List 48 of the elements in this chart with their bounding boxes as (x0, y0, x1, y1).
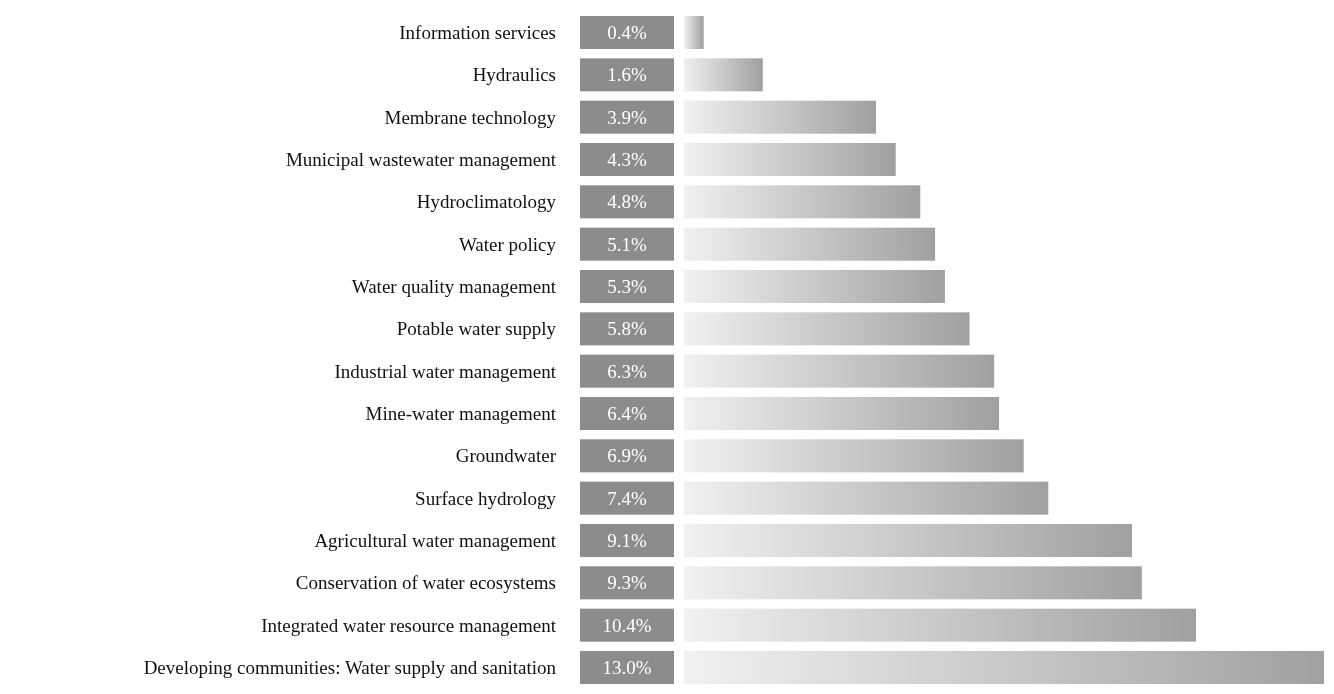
data-label: 5.8% (607, 318, 647, 340)
bar (684, 185, 921, 219)
y-tick-label: Surface hydrology (415, 487, 557, 509)
data-label: 9.1% (607, 530, 647, 552)
data-label: 9.3% (607, 572, 647, 594)
bar (684, 523, 1132, 557)
y-tick-label: Water policy (458, 233, 557, 255)
y-tick-label: Conservation of water ecosystems (295, 572, 556, 594)
data-label: 13.0% (602, 657, 652, 679)
data-label: 7.4% (607, 487, 647, 509)
y-tick-label: Water quality management (351, 276, 557, 298)
bar (684, 143, 896, 177)
bar (684, 312, 970, 346)
y-tick-label: Agricultural water management (314, 530, 557, 552)
bar (684, 396, 1000, 431)
data-label: 6.4% (607, 403, 647, 425)
y-tick-label: Information services (399, 22, 556, 44)
data-label: 6.3% (607, 360, 647, 382)
y-tick-label: Industrial water management (334, 360, 557, 382)
bar (684, 100, 876, 134)
bar (684, 566, 1142, 600)
bar (684, 439, 1024, 473)
y-tick-label: Municipal wastewater management (285, 149, 557, 171)
y-tick-label: Groundwater (455, 445, 557, 467)
y-tick-label: Membrane technology (384, 106, 557, 128)
data-label: 6.9% (607, 445, 647, 467)
data-label: 3.9% (607, 106, 647, 128)
data-label: 1.6% (607, 64, 647, 86)
data-label: 5.1% (607, 233, 647, 255)
bar (684, 650, 1324, 684)
bar (684, 354, 995, 388)
y-tick-label: Potable water supply (396, 318, 557, 340)
data-label: 4.8% (607, 191, 647, 213)
bar (684, 269, 945, 304)
y-tick-label: Mine-water management (365, 403, 557, 425)
bar (684, 481, 1049, 515)
y-tick-label: Hydroclimatology (416, 191, 557, 213)
bar (684, 227, 936, 261)
data-label: 10.4% (602, 614, 652, 636)
data-label: 4.3% (607, 149, 647, 171)
bar (684, 16, 704, 50)
data-label: 5.3% (607, 276, 647, 298)
bar (684, 608, 1196, 642)
bar (684, 58, 763, 92)
data-label: 0.4% (607, 22, 647, 44)
y-tick-label: Hydraulics (472, 64, 556, 86)
y-tick-label: Integrated water resource management (261, 614, 557, 636)
y-tick-label: Developing communities: Water supply and sanitation (143, 657, 557, 679)
